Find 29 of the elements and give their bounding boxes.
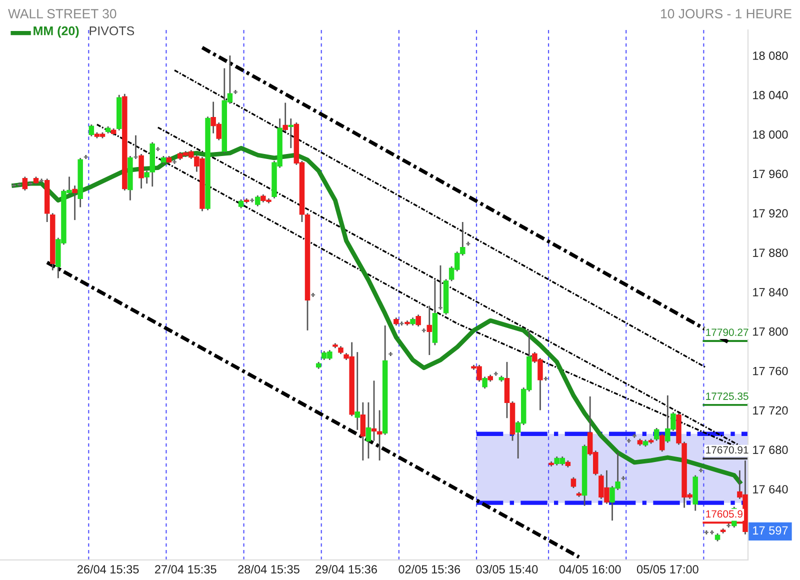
x-tick-label: 29/04 15:36 — [316, 564, 377, 574]
ref-line-label: 17725.35 — [706, 392, 748, 400]
ref-line-label: 17790.27 — [706, 328, 748, 336]
x-tick-label: 04/05 16:00 — [559, 564, 621, 574]
ref-line-label: 17670.91 — [706, 446, 748, 454]
x-tick-label: 27/04 15:35 — [155, 564, 216, 574]
y-tick-label: 17 800 — [753, 327, 788, 336]
y-tick-label: 17 960 — [753, 170, 788, 178]
x-tick-label: 02/05 15:36 — [398, 564, 460, 574]
y-tick-label: 18 080 — [753, 52, 788, 60]
y-tick-label: 17 680 — [753, 446, 788, 454]
legend-label: MM (20) — [34, 26, 79, 38]
y-tick-label: 17 720 — [753, 406, 788, 415]
chart-title: WALL STREET 30 — [8, 9, 116, 18]
x-tick-label: 05/05 17:00 — [636, 564, 698, 574]
ref-line-label: 17605.9 — [706, 510, 742, 518]
x-tick-label: 28/04 15:35 — [238, 564, 300, 574]
y-tick-label: 17 880 — [753, 248, 788, 257]
x-tick-label: 03/05 15:40 — [476, 564, 538, 574]
annotation: PIVOTS — [90, 26, 134, 36]
y-tick-label: 17 760 — [753, 366, 788, 376]
chart-subtitle: 10 JOURS - 1 HEURE — [661, 9, 792, 18]
y-tick-label: 18 040 — [753, 90, 788, 100]
annotation: 17 597 — [753, 526, 788, 535]
y-tick-label: 17 640 — [753, 485, 788, 494]
y-tick-label: 17 840 — [753, 288, 788, 296]
y-tick-label: 18 000 — [753, 130, 788, 139]
x-tick-label: 26/04 15:35 — [77, 564, 139, 574]
y-tick-label: 17 920 — [753, 209, 788, 218]
